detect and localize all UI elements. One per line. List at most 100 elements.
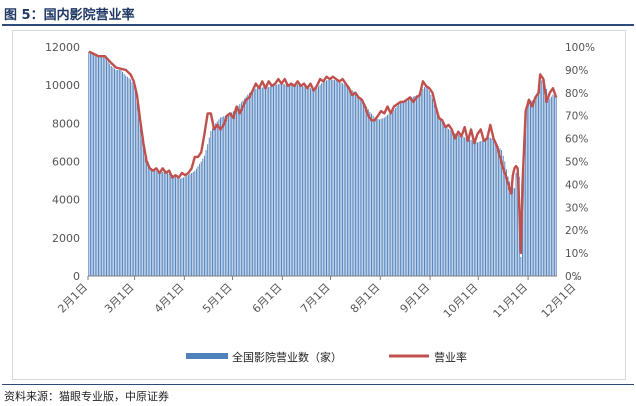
bar: [205, 150, 207, 276]
bar: [216, 121, 218, 276]
bar: [496, 144, 498, 276]
bar: [374, 117, 376, 276]
bar: [358, 96, 360, 277]
bar: [324, 81, 326, 276]
y-right-tick-label: 0%: [565, 271, 582, 283]
bar: [342, 83, 344, 276]
bar: [215, 123, 217, 276]
bar: [281, 84, 283, 277]
bar: [150, 168, 152, 276]
bar: [512, 187, 514, 276]
bar: [422, 88, 424, 276]
bar: [415, 95, 417, 276]
bar: [509, 181, 511, 276]
bar: [203, 155, 205, 276]
bar: [547, 93, 549, 276]
bar: [367, 109, 369, 276]
y-left-tick-label: 4000: [52, 194, 80, 207]
bar: [109, 63, 111, 277]
bar: [407, 98, 409, 276]
bar: [379, 119, 380, 277]
bar: [234, 109, 236, 276]
bar: [470, 139, 472, 276]
bar: [388, 113, 390, 276]
bar: [125, 75, 127, 277]
bar: [192, 172, 194, 276]
legend: 全国影院营业数（家） 营业率: [186, 350, 467, 364]
bar: [525, 118, 527, 276]
x-tick-label: 7月1日: [298, 281, 333, 316]
bar: [245, 96, 247, 277]
bar: [438, 117, 440, 276]
bar: [428, 90, 430, 276]
bar: [533, 100, 535, 277]
x-tick-label: 2月1日: [55, 281, 90, 316]
bar: [138, 106, 140, 276]
y-left-tick-label: 12000: [45, 41, 80, 54]
bar: [162, 171, 164, 276]
x-tick-label: 5月1日: [200, 281, 235, 316]
bar: [194, 171, 196, 276]
bar: [229, 113, 231, 276]
bar: [301, 86, 303, 276]
bar: [391, 111, 393, 276]
bar: [160, 171, 162, 276]
bar: [465, 137, 467, 276]
bar: [308, 87, 310, 277]
bar: [318, 86, 319, 276]
bar: [541, 80, 543, 277]
bar: [480, 141, 482, 276]
bar: [385, 116, 387, 276]
bar: [224, 115, 226, 276]
bar: [213, 125, 215, 276]
bar: [274, 84, 276, 276]
y-left-tick-label: 2000: [52, 232, 80, 245]
bar: [99, 56, 101, 276]
bar: [475, 141, 477, 276]
bar: [269, 86, 271, 276]
bar: [208, 137, 210, 276]
bar: [88, 51, 90, 276]
chart-panel: 0 2000 4000 6000 8000 10000 12000 0% 10% 20% 30% 40…: [12, 30, 626, 380]
legend-line-label: 营业率: [434, 350, 467, 364]
y-right-tick-label: 50%: [565, 157, 588, 169]
bar: [266, 87, 268, 276]
bar: [528, 102, 530, 276]
bar: [411, 97, 413, 276]
bar: [155, 171, 157, 276]
bar: [427, 88, 429, 276]
bar: [327, 80, 329, 276]
bar: [102, 56, 104, 276]
bar: [546, 88, 548, 276]
bar: [279, 84, 281, 277]
bar: [167, 173, 168, 276]
bar: [250, 91, 252, 276]
bar: [343, 84, 345, 277]
bar: [94, 55, 96, 276]
bar: [293, 84, 295, 276]
bar: [265, 87, 266, 276]
bar: [184, 176, 186, 276]
bar: [462, 136, 464, 276]
bar: [255, 88, 257, 276]
bar: [448, 129, 450, 276]
bar: [332, 79, 334, 276]
bar: [183, 177, 185, 276]
bar: [168, 173, 170, 276]
bar: [142, 138, 144, 276]
bar: [313, 88, 315, 276]
x-tick-label: 11月1日: [491, 281, 531, 321]
bar: [263, 87, 265, 276]
bar: [377, 118, 379, 276]
bar: [507, 176, 509, 276]
bar: [371, 113, 372, 276]
bar: [420, 90, 422, 276]
bar: [401, 101, 403, 277]
x-tick-label: 3月1日: [102, 281, 137, 316]
bar: [393, 109, 395, 276]
bar: [436, 112, 438, 276]
bar: [321, 83, 323, 276]
bar: [554, 95, 556, 276]
bar: [390, 112, 392, 277]
bar: [334, 80, 336, 276]
